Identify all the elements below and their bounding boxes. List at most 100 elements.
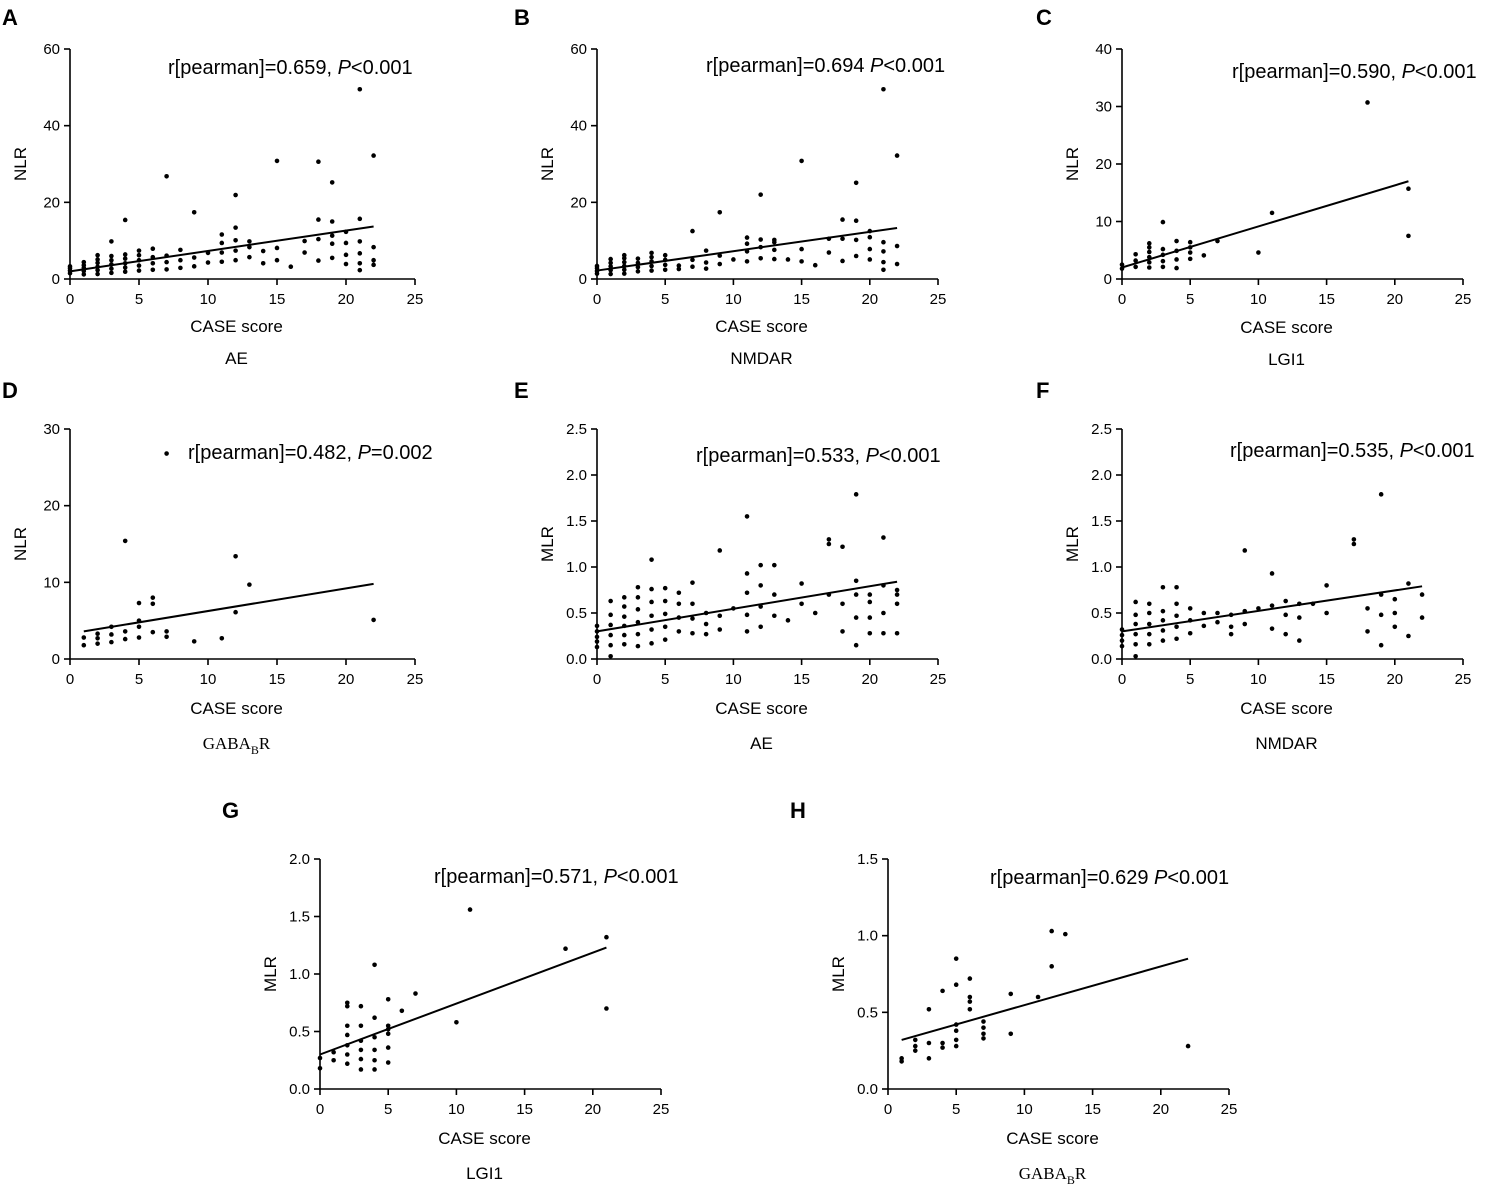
data-point: [164, 259, 169, 265]
data-point: [385, 997, 391, 1002]
data-point: [1146, 601, 1152, 607]
data-point: [894, 153, 900, 158]
subtitle-main: GABA: [203, 734, 252, 753]
data-point: [1119, 638, 1125, 643]
data-point: [372, 1015, 377, 1020]
data-point: [894, 587, 900, 593]
y-axis-label: NLR: [1063, 147, 1082, 181]
data-point: [731, 606, 736, 611]
x-axis-label: CASE score: [715, 699, 808, 718]
data-point: [826, 592, 832, 597]
data-point: [219, 259, 225, 265]
data-point: [1242, 548, 1248, 553]
data-point: [690, 616, 695, 621]
data-point: [109, 257, 114, 263]
data-point: [894, 592, 900, 597]
data-point: [109, 632, 114, 637]
data-point: [690, 257, 695, 263]
data-point: [649, 263, 654, 269]
data-point: [329, 241, 335, 247]
data-point: [662, 624, 668, 630]
data-point: [717, 548, 723, 553]
data-point: [953, 1028, 959, 1034]
x-tick-label: 5: [1186, 291, 1194, 308]
data-point: [703, 260, 709, 265]
data-point: [1269, 210, 1275, 216]
data-point: [621, 267, 627, 273]
data-point: [317, 1066, 323, 1071]
data-point: [164, 634, 169, 640]
data-point: [122, 256, 128, 261]
data-point: [358, 1023, 364, 1029]
data-point: [649, 586, 654, 592]
data-point: [164, 629, 169, 634]
data-point: [967, 999, 973, 1004]
data-point: [1160, 638, 1166, 643]
data-point: [717, 210, 723, 215]
data-point: [649, 259, 654, 264]
data-point: [329, 219, 335, 224]
panel-subtitle: NMDAR: [730, 349, 792, 368]
data-point: [1049, 928, 1054, 934]
data-point: [1187, 245, 1193, 250]
x-tick-label: 5: [135, 671, 143, 688]
x-tick-label: 10: [1250, 291, 1267, 308]
data-point: [926, 1006, 932, 1012]
data-point: [840, 601, 845, 607]
x-axis-label: CASE score: [715, 317, 808, 336]
data-point: [608, 271, 613, 277]
x-tick-label: 15: [269, 671, 286, 688]
x-axis-label: CASE score: [438, 1129, 531, 1148]
data-point: [649, 254, 654, 260]
data-point: [967, 1006, 973, 1012]
data-point: [649, 627, 654, 632]
data-point: [604, 934, 609, 940]
data-point: [1228, 624, 1234, 630]
data-point: [772, 256, 777, 262]
data-point: [150, 260, 156, 266]
data-point: [881, 239, 886, 245]
x-tick-label: 25: [1455, 671, 1472, 688]
y-tick-label: 0: [1104, 271, 1112, 288]
data-point: [608, 612, 613, 618]
data-point: [247, 254, 252, 260]
panel-letter: D: [2, 378, 18, 403]
data-point: [867, 257, 873, 262]
x-tick-label: 20: [1152, 1101, 1169, 1118]
data-point: [717, 627, 723, 632]
subtitle-subscript: B: [251, 743, 259, 757]
y-tick-label: 2.5: [566, 421, 587, 438]
data-point: [758, 237, 763, 242]
data-point: [840, 217, 845, 222]
data-point: [219, 232, 225, 237]
y-tick-label: 2.0: [1091, 467, 1112, 484]
data-point: [358, 1067, 364, 1072]
x-tick-label: 15: [269, 291, 286, 308]
x-tick-label: 25: [407, 671, 424, 688]
data-point: [1365, 100, 1370, 105]
data-point: [371, 244, 376, 250]
correlation-annotation: r[pearman]=0.629 P<0.001: [990, 867, 1229, 889]
x-tick-label: 20: [338, 671, 355, 688]
data-point: [372, 1057, 377, 1063]
data-point: [1392, 596, 1398, 602]
data-point: [150, 246, 156, 252]
data-point: [413, 991, 418, 996]
data-point: [1146, 631, 1152, 637]
data-point: [662, 252, 668, 258]
data-point: [1228, 631, 1234, 637]
data-point: [1378, 492, 1384, 497]
data-point: [717, 613, 723, 619]
data-point: [608, 598, 613, 604]
data-point: [122, 269, 128, 275]
y-tick-label: 0: [579, 271, 587, 288]
data-point: [122, 265, 128, 270]
panel-letter: F: [1036, 378, 1049, 403]
data-point: [1215, 619, 1220, 625]
y-tick-label: 1.5: [289, 909, 310, 926]
panel-subtitle: LGI1: [1268, 350, 1305, 369]
data-point: [867, 246, 873, 252]
data-point: [894, 601, 900, 607]
data-point: [109, 262, 114, 267]
